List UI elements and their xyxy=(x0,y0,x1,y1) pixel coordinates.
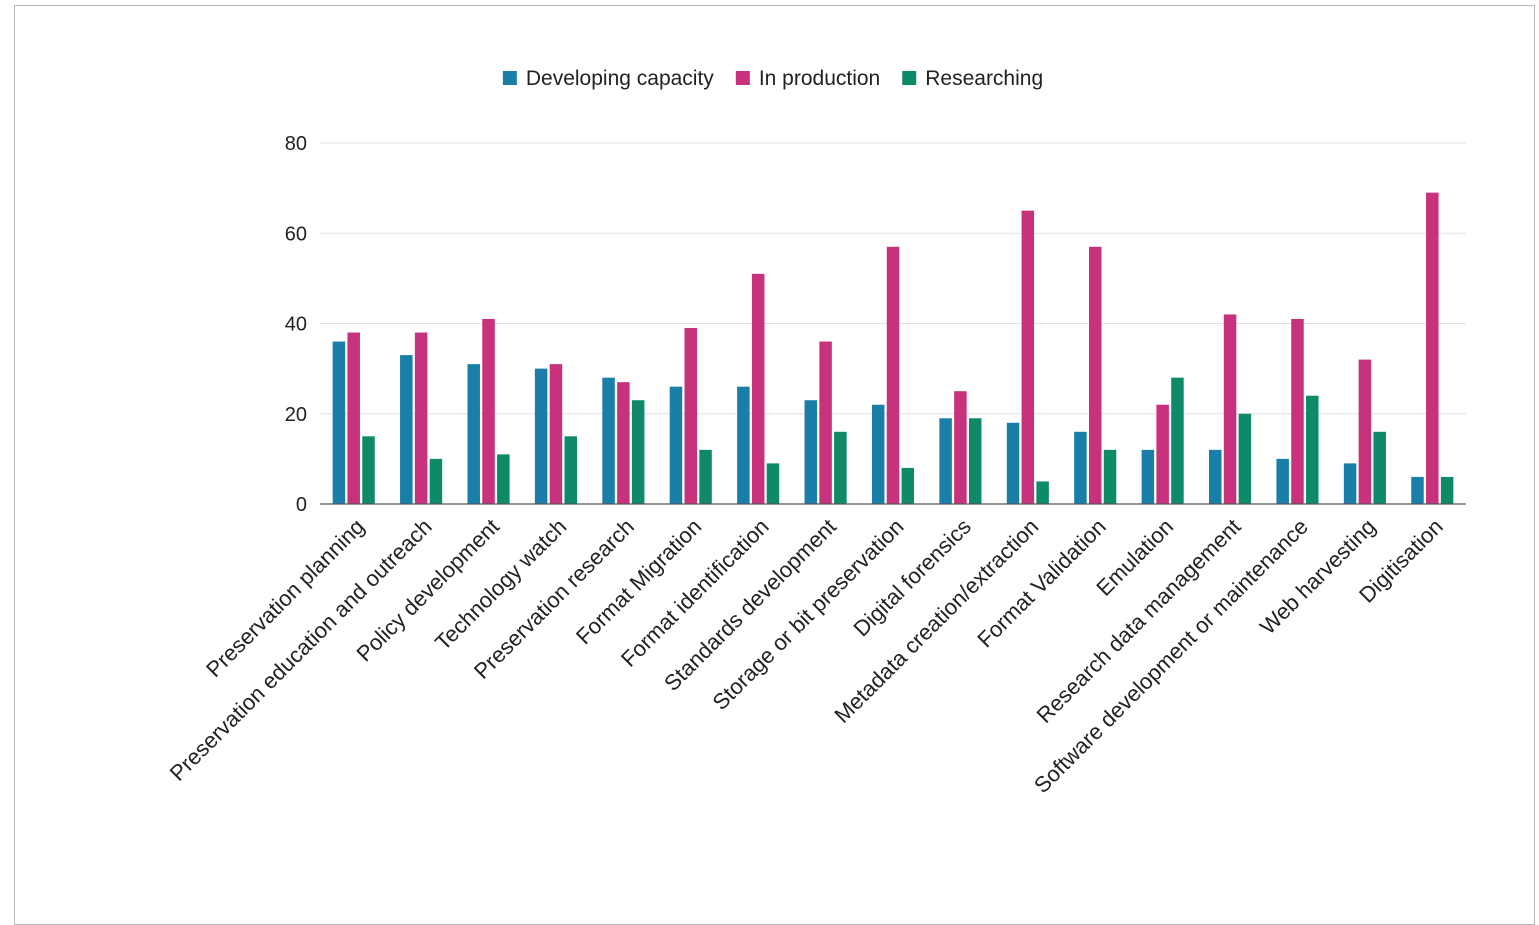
bar-in-production-standards-development xyxy=(819,341,832,504)
bar-developing-capacity-format-migration xyxy=(669,386,683,504)
y-tick-label: 40 xyxy=(285,314,307,336)
x-category-label: Web harvesting xyxy=(1255,514,1380,639)
bar-in-production-format-migration xyxy=(684,328,698,504)
bar-developing-capacity-format-identification xyxy=(737,386,750,504)
bar-developing-capacity-storage-or-bit-preservation xyxy=(871,404,885,504)
bar-developing-capacity-web-harvesting xyxy=(1343,463,1357,504)
bar-in-production-emulation xyxy=(1156,404,1169,504)
bar-researching-preservation-research xyxy=(631,400,645,504)
bar-in-production-policy-development xyxy=(482,318,495,504)
bar-developing-capacity-research-data-management xyxy=(1209,449,1222,504)
bar-developing-capacity-digital-forensics xyxy=(939,418,952,504)
bar-researching-format-identification xyxy=(766,463,780,504)
bar-in-production-technology-watch xyxy=(549,364,563,504)
bar-researching-software-development-or-maintenance xyxy=(1306,395,1319,504)
bars xyxy=(332,192,1454,504)
legend-swatch xyxy=(735,71,750,85)
legend-swatch xyxy=(502,71,517,85)
bar-researching-preservation-planning xyxy=(362,436,375,504)
legend-item-developing-capacity: Developing capacity xyxy=(502,67,714,90)
bar-researching-metadata-creation-extraction xyxy=(1036,481,1049,504)
bar-in-production-digital-forensics xyxy=(954,391,967,504)
bar-in-production-format-validation xyxy=(1088,246,1102,504)
bar-researching-policy-development xyxy=(497,454,510,504)
x-category-label: Digital forensics xyxy=(848,514,975,641)
bar-in-production-format-identification xyxy=(751,273,765,504)
y-tick-label: 60 xyxy=(285,223,307,245)
y-tick-labels: 0 20 40 60 80 xyxy=(285,133,307,516)
bar-developing-capacity-metadata-creation-extraction xyxy=(1006,422,1020,504)
bar-researching-technology-watch xyxy=(564,436,577,504)
bar-researching-format-validation xyxy=(1103,449,1117,504)
bar-developing-capacity-preservation-education-and-outreach xyxy=(400,355,413,504)
bar-researching-preservation-education-and-outreach xyxy=(429,458,443,504)
bar-researching-storage-or-bit-preservation xyxy=(901,467,915,504)
bar-in-production-preservation-planning xyxy=(347,332,360,504)
legend-label: In production xyxy=(759,67,880,90)
legend-label: Researching xyxy=(925,67,1043,90)
bar-developing-capacity-digitisation xyxy=(1411,476,1424,504)
bar-researching-research-data-management xyxy=(1238,413,1252,504)
bar-developing-capacity-emulation xyxy=(1141,449,1155,504)
bar-in-production-preservation-education-and-outreach xyxy=(414,332,428,504)
bar-researching-emulation xyxy=(1171,377,1184,504)
y-tick-label: 20 xyxy=(285,404,307,426)
bar-in-production-software-development-or-maintenance xyxy=(1291,318,1304,504)
bar-developing-capacity-preservation-research xyxy=(602,377,615,504)
y-tick-label: 0 xyxy=(296,494,307,516)
bar-researching-format-migration xyxy=(699,449,712,504)
bar-in-production-preservation-research xyxy=(617,382,630,504)
legend: Developing capacity In production Research… xyxy=(502,67,1043,90)
bar-developing-capacity-preservation-planning xyxy=(332,341,346,504)
y-tick-label: 80 xyxy=(285,133,307,155)
bar-researching-standards-development xyxy=(834,431,847,504)
bar-researching-digital-forensics xyxy=(968,418,982,504)
bar-developing-capacity-technology-watch xyxy=(534,368,548,504)
bar-in-production-research-data-management xyxy=(1223,314,1237,504)
bar-researching-web-harvesting xyxy=(1373,431,1386,504)
bar-in-production-storage-or-bit-preservation xyxy=(886,246,900,504)
x-category-label: Format Migration xyxy=(571,514,706,649)
bar-in-production-metadata-creation-extraction xyxy=(1021,210,1035,504)
bar-in-production-digitisation xyxy=(1426,192,1439,504)
bar-developing-capacity-standards-development xyxy=(804,400,818,504)
bar-researching-digitisation xyxy=(1440,476,1454,504)
bar-in-production-web-harvesting xyxy=(1358,359,1372,504)
bar-developing-capacity-format-validation xyxy=(1074,431,1087,504)
legend-item-in-production: In production xyxy=(735,67,880,90)
bar-developing-capacity-software-development-or-maintenance xyxy=(1276,458,1289,504)
legend-label: Developing capacity xyxy=(526,67,714,90)
bar-developing-capacity-policy-development xyxy=(467,364,480,504)
legend-item-researching: Researching xyxy=(902,67,1043,90)
x-category-label: Preservation education and outreach xyxy=(165,514,437,786)
legend-swatch xyxy=(902,71,917,85)
